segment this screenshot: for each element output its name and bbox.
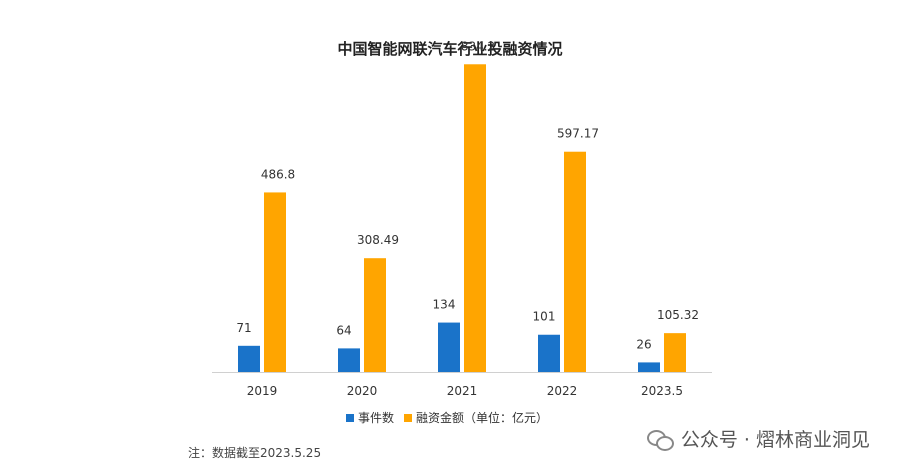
legend-item-amount: 融资金额（单位：亿元）: [404, 409, 548, 426]
legend-label-events: 事件数: [358, 411, 395, 425]
data-label-events-2023.5: 26: [636, 337, 651, 351]
legend-label-amount: 融资金额（单位：亿元）: [416, 411, 549, 425]
legend-swatch-events: [346, 413, 354, 422]
bar-amount-2020: [364, 258, 386, 372]
x-tick-label-2019: 2019: [247, 384, 278, 398]
data-label-amount-2021: 834.2: [461, 39, 495, 53]
bar-amount-2023.5: [664, 333, 686, 372]
chart-title: 中国智能网联汽车行业投融资情况: [337, 40, 563, 58]
chart-legend: 事件数 融资金额（单位：亿元）: [346, 409, 558, 426]
data-label-events-2020: 64: [336, 323, 351, 337]
bar-amount-2022: [564, 151, 586, 372]
bar-events-2019: [238, 345, 260, 372]
data-label-amount-2023.5: 105.32: [657, 308, 699, 322]
legend-item-events: 事件数: [346, 409, 394, 426]
data-label-amount-2022: 597.17: [557, 127, 599, 141]
bar-amount-2021: [464, 64, 486, 372]
watermark: 公众号 · 熠林商业洞见: [646, 425, 870, 452]
bar-events-2023.5: [638, 362, 660, 372]
x-tick-label-2020: 2020: [347, 384, 378, 398]
data-label-events-2021: 134: [433, 298, 456, 312]
bar-events-2022: [538, 334, 560, 372]
watermark-text: 公众号 · 熠林商业洞见: [680, 429, 870, 451]
legend-swatch-amount: [404, 413, 413, 422]
bar-events-2021: [438, 322, 460, 372]
footnote: 注：数据截至2023.5.25: [188, 446, 322, 460]
x-tick-label-2021: 2021: [447, 384, 478, 398]
x-tick-label-2022: 2022: [547, 384, 578, 398]
data-label-events-2019: 71: [236, 321, 251, 335]
data-label-events-2022: 101: [533, 310, 556, 324]
bar-events-2020: [338, 348, 360, 372]
bar-amount-2019: [264, 192, 286, 372]
wechat-icon: [646, 429, 674, 451]
data-label-amount-2019: 486.8: [261, 167, 295, 181]
data-label-amount-2020: 308.49: [357, 233, 399, 247]
x-tick-label-2023.5: 2023.5: [641, 384, 683, 398]
